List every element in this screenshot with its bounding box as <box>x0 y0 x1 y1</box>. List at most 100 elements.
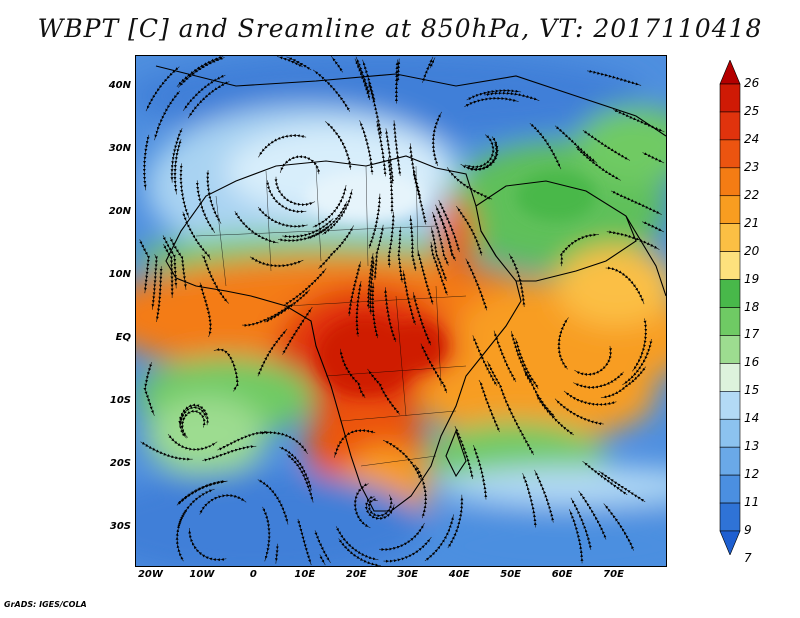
colorbar-segment <box>719 195 741 224</box>
colorbar-label: 20 <box>744 243 760 258</box>
streamline <box>420 343 448 394</box>
streamline <box>456 205 483 256</box>
streamline <box>606 230 660 250</box>
streamline <box>409 143 422 199</box>
streamline <box>319 554 326 566</box>
lon-tick-label: 40E <box>448 569 470 580</box>
streamline <box>534 469 555 523</box>
colorbar-segment <box>719 111 741 141</box>
streamline <box>167 434 218 451</box>
lon-tick-label: 30E <box>397 569 419 580</box>
streamline <box>297 518 312 566</box>
streamline <box>438 199 461 253</box>
streamline <box>557 317 569 370</box>
streamline <box>447 494 464 549</box>
streamlines <box>139 56 665 566</box>
streamline <box>151 254 158 310</box>
lon-tick-label: 60E <box>551 569 573 580</box>
streamline <box>353 483 371 529</box>
colorbar-segment <box>719 530 741 555</box>
streamline <box>201 254 229 304</box>
streamline <box>402 270 417 325</box>
streamline <box>384 287 397 343</box>
streamline <box>568 509 584 564</box>
streamline <box>176 480 227 506</box>
streamline <box>140 441 193 461</box>
streamline <box>642 152 665 164</box>
streamline <box>431 111 442 167</box>
colorbar-label: 14 <box>744 411 760 426</box>
streamline <box>155 266 163 323</box>
streamline <box>170 128 183 183</box>
streamline <box>312 69 351 112</box>
streamline <box>522 473 537 528</box>
streamline <box>600 366 646 399</box>
streamline <box>409 215 417 272</box>
lat-tick-label: 20N <box>108 206 131 218</box>
streamline <box>430 241 448 296</box>
streamline <box>414 464 428 519</box>
streamline <box>367 368 400 415</box>
streamline <box>335 526 379 561</box>
streamline <box>202 445 257 462</box>
streamline <box>257 479 289 525</box>
colorbar-label: 23 <box>744 159 760 174</box>
colorbar-label: 19 <box>744 271 760 286</box>
lon-tick-label: 0 <box>249 569 257 580</box>
lon-tick-label: 70E <box>603 569 624 580</box>
streamline <box>177 56 225 88</box>
lat-tick-label: 30S <box>109 521 131 533</box>
streamline <box>421 56 434 83</box>
colorbar-segment <box>719 223 741 252</box>
lon-tick-label: 50E <box>500 569 521 580</box>
colorbar-segment <box>719 474 741 504</box>
streamline <box>466 89 522 101</box>
streamline <box>605 266 645 305</box>
streamline <box>195 180 216 233</box>
colorbar-label: 13 <box>744 439 760 454</box>
colorbar-label: 25 <box>744 103 760 118</box>
colorbar-segment <box>719 502 741 532</box>
streamline <box>364 495 395 521</box>
colorbar-label: 16 <box>744 355 760 370</box>
streamline <box>612 109 665 133</box>
streamline <box>394 59 399 104</box>
colorbar-label: 21 <box>744 215 760 230</box>
streamline <box>259 431 308 455</box>
colorbar-label: 18 <box>744 299 760 314</box>
grads-credit: GrADS: IGES/COLA <box>4 600 87 609</box>
lat-tick-label: EQ <box>115 332 131 344</box>
streamline <box>465 258 488 311</box>
streamline <box>354 58 371 101</box>
streamline <box>175 508 188 562</box>
chart-title: WBPT [C] and Sreamline at 850hPa, VT: 20… <box>37 14 763 43</box>
streamline <box>330 56 343 73</box>
streamline <box>234 210 279 244</box>
streamline <box>359 120 374 175</box>
streamline <box>143 362 155 416</box>
streamline <box>257 328 288 377</box>
streamline <box>464 96 519 107</box>
colorbar-label: 26 <box>744 76 760 90</box>
colorbar-segment <box>719 391 741 420</box>
streamline <box>632 318 648 372</box>
colorbar-segment <box>719 167 741 197</box>
lon-tick-label: 20E <box>345 569 367 580</box>
streamline <box>274 543 279 564</box>
streamline <box>182 211 211 261</box>
streamline <box>325 121 352 170</box>
wbpt-map <box>136 56 666 566</box>
colorbar-label: 22 <box>744 187 760 202</box>
streamline <box>279 155 321 175</box>
streamline <box>578 490 607 540</box>
streamline <box>258 133 307 158</box>
colorbar-label: 7 <box>744 550 752 565</box>
streamline <box>387 157 394 214</box>
streamline <box>188 527 227 562</box>
colorbar-label: 24 <box>744 131 760 146</box>
streamline <box>368 193 382 249</box>
streamline <box>387 211 395 268</box>
streamline <box>264 289 311 323</box>
streamline <box>397 226 404 283</box>
streamline <box>392 120 402 176</box>
